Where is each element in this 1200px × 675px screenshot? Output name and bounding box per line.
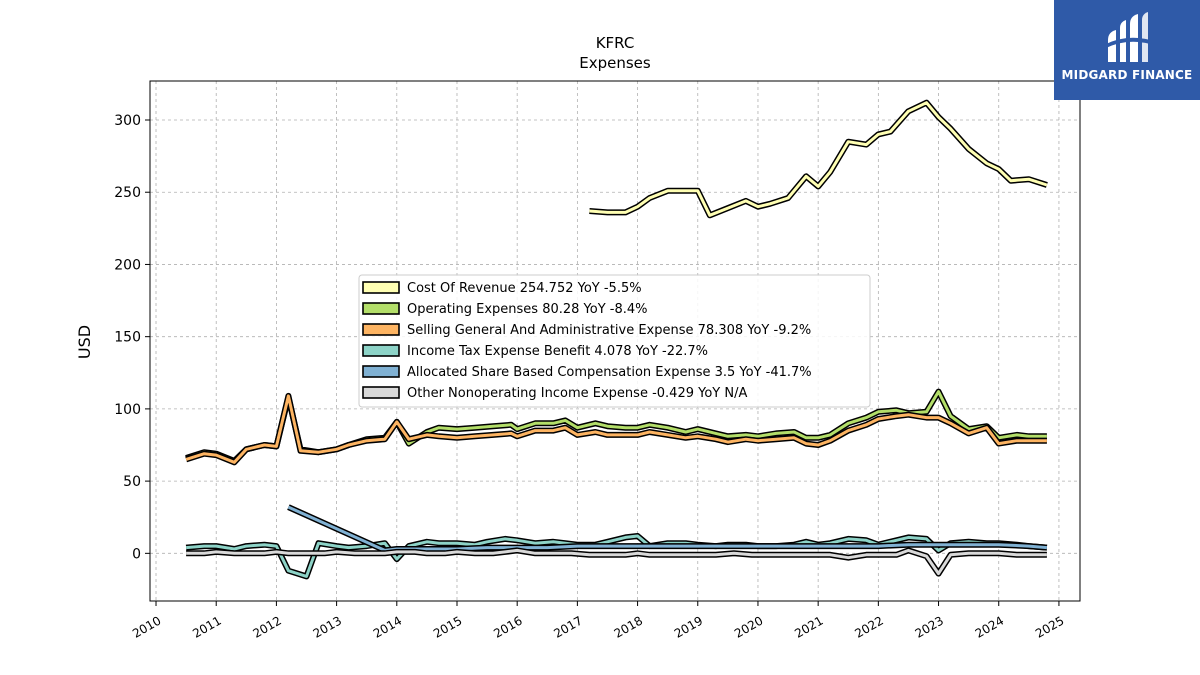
midgard-logo-icon bbox=[1106, 12, 1150, 62]
y-axis-label: USD bbox=[75, 325, 94, 359]
legend-label: Allocated Share Based Compensation Expen… bbox=[407, 365, 812, 380]
legend-label: Operating Expenses 80.28 YoY -8.4% bbox=[407, 302, 648, 317]
series-cost-of-revenue bbox=[589, 99, 1048, 219]
x-tick-label: 2021 bbox=[792, 613, 825, 640]
legend-swatch bbox=[362, 323, 400, 336]
x-tick-label: 2016 bbox=[491, 613, 524, 640]
x-tick-label: 2015 bbox=[431, 613, 464, 640]
y-tick-label: 250 bbox=[114, 185, 141, 201]
series-lines bbox=[185, 99, 1048, 580]
legend-label: Cost Of Revenue 254.752 YoY -5.5% bbox=[407, 281, 642, 296]
x-tick-label: 2011 bbox=[190, 613, 223, 640]
x-tick-label: 2014 bbox=[371, 613, 404, 640]
y-tick-label: 150 bbox=[114, 330, 141, 346]
chart-title: KFRC bbox=[596, 34, 635, 52]
y-tick-label: 300 bbox=[114, 113, 141, 129]
legend-swatch bbox=[362, 302, 400, 315]
x-tick-label: 2023 bbox=[913, 613, 946, 640]
y-tick-label: 50 bbox=[123, 474, 141, 490]
x-tick-label: 2012 bbox=[250, 613, 283, 640]
series-other-nonoperating-income-expense bbox=[186, 547, 1047, 577]
series-line bbox=[185, 534, 1048, 578]
series-line bbox=[186, 548, 1047, 576]
legend-label: Income Tax Expense Benefit 4.078 YoY -22… bbox=[407, 344, 708, 359]
legend-swatch bbox=[362, 365, 400, 378]
y-tick-label: 100 bbox=[114, 402, 141, 418]
midgard-logo: MIDGARD FINANCE bbox=[1054, 0, 1200, 100]
legend-label: Selling General And Administrative Expen… bbox=[407, 323, 811, 338]
x-tick-label: 2024 bbox=[973, 613, 1006, 640]
x-tick-label: 2013 bbox=[311, 613, 344, 640]
x-tick-label: 2025 bbox=[1033, 613, 1066, 640]
legend-swatch bbox=[362, 344, 400, 357]
x-tick-label: 2022 bbox=[852, 613, 885, 640]
series-selling-general-and-administrative-expense bbox=[185, 392, 1047, 466]
x-tick-label: 2018 bbox=[612, 613, 645, 640]
legend-swatch bbox=[362, 281, 400, 294]
series-line bbox=[185, 394, 1047, 464]
x-tick-label: 2010 bbox=[130, 613, 163, 640]
legend: Cost Of Revenue 254.752 YoY -5.5% Operati… bbox=[358, 274, 871, 408]
x-tick-label: 2017 bbox=[551, 613, 584, 640]
legend-box bbox=[358, 274, 871, 408]
y-tick-label: 200 bbox=[114, 257, 141, 273]
legend-label: Other Nonoperating Income Expense -0.429… bbox=[407, 386, 747, 401]
y-tick-label: 0 bbox=[132, 546, 141, 562]
series-line bbox=[589, 101, 1048, 217]
plot-frame bbox=[149, 80, 1081, 602]
series-income-tax-expense-benefit bbox=[185, 533, 1048, 580]
chart-subtitle: Expenses bbox=[579, 54, 651, 72]
legend-swatch bbox=[362, 386, 400, 399]
logo-text: MIDGARD FINANCE bbox=[1061, 68, 1193, 82]
series-allocated-share-based-compensation-expense bbox=[287, 504, 1048, 554]
x-tick-label: 2020 bbox=[732, 613, 765, 640]
x-tick-label: 2019 bbox=[672, 613, 705, 640]
